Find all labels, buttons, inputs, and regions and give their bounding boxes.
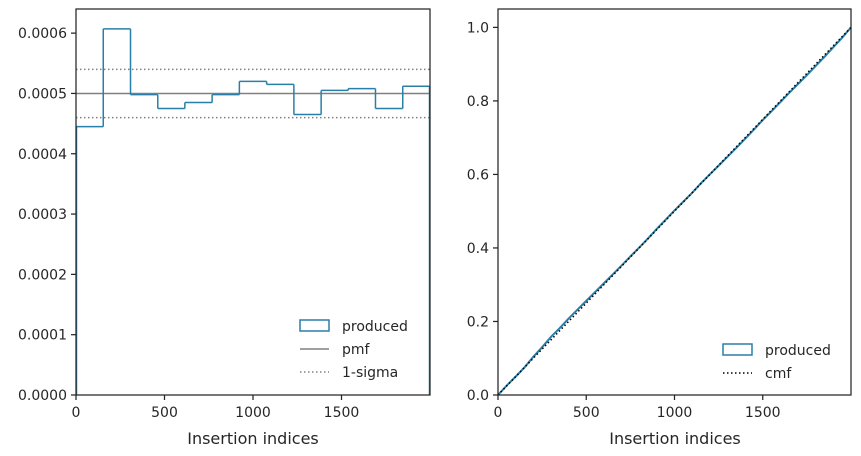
legend-swatch-produced [299, 319, 330, 332]
y-tick-label: 0.4 [467, 241, 489, 257]
y-tick-label: 1.0 [467, 20, 489, 36]
y-tick-label: 0.0003 [18, 207, 67, 223]
cumulative-lines [497, 26, 852, 396]
x-tick-label: 0 [494, 405, 503, 421]
x-axis-label-right: Insertion indices [609, 429, 741, 448]
y-tick-label: 0.6 [467, 167, 489, 183]
produced-line [497, 26, 852, 396]
x-ticks-right: 0 500 1000 1500 [494, 395, 781, 421]
y-tick-label: 0.0000 [18, 388, 67, 404]
cmf-line [497, 26, 852, 396]
x-tick-label: 1500 [745, 405, 781, 421]
y-tick-label: 0.2 [467, 314, 489, 330]
y-tick-label: 0.0 [467, 388, 489, 404]
reference-lines [76, 68, 430, 119]
y-tick-label: 0.8 [467, 94, 489, 110]
legend-label-produced: produced [765, 343, 831, 359]
x-tick-label: 1000 [657, 405, 693, 421]
y-tick-label: 0.0001 [18, 328, 67, 344]
legend-label-produced: produced [342, 319, 408, 335]
legend-left: produced pmf 1-sigma [299, 319, 408, 381]
legend-swatch-produced [722, 343, 753, 356]
x-tick-label: 1500 [324, 405, 360, 421]
y-tick-label: 0.0005 [18, 86, 67, 102]
y-tick-label: 0.0002 [18, 267, 67, 283]
legend-label-pmf: pmf [342, 342, 371, 358]
x-tick-label: 500 [151, 405, 178, 421]
y-tick-label: 0.0004 [18, 147, 67, 163]
y-tick-label: 0.0006 [18, 26, 67, 42]
x-tick-label: 1000 [235, 405, 271, 421]
histogram-panel: 0.0000 0.0001 0.0002 0.0003 0.0004 0.0005 0.00… [18, 8, 431, 448]
x-tick-label: 0 [72, 405, 81, 421]
y-ticks-left: 0.0000 0.0001 0.0002 0.0003 0.0004 0.0005 0.00… [18, 26, 76, 404]
plot-frame-left [75, 8, 431, 396]
legend-right: produced cmf [722, 343, 831, 382]
x-axis-label-left: Insertion indices [187, 429, 319, 448]
y-ticks-right: 0.0 0.2 0.4 0.6 0.8 1.0 [467, 20, 498, 404]
legend-label-1-sigma: 1-sigma [342, 365, 398, 381]
x-ticks-left: 0 500 1000 1500 [72, 395, 360, 421]
cumulative-panel: 0.0 0.2 0.4 0.6 0.8 1.0 0 500 1000 1500 Insertio… [467, 8, 852, 448]
legend-label-cmf: cmf [765, 366, 792, 382]
x-tick-label: 500 [573, 405, 600, 421]
histogram-steps [75, 28, 431, 395]
